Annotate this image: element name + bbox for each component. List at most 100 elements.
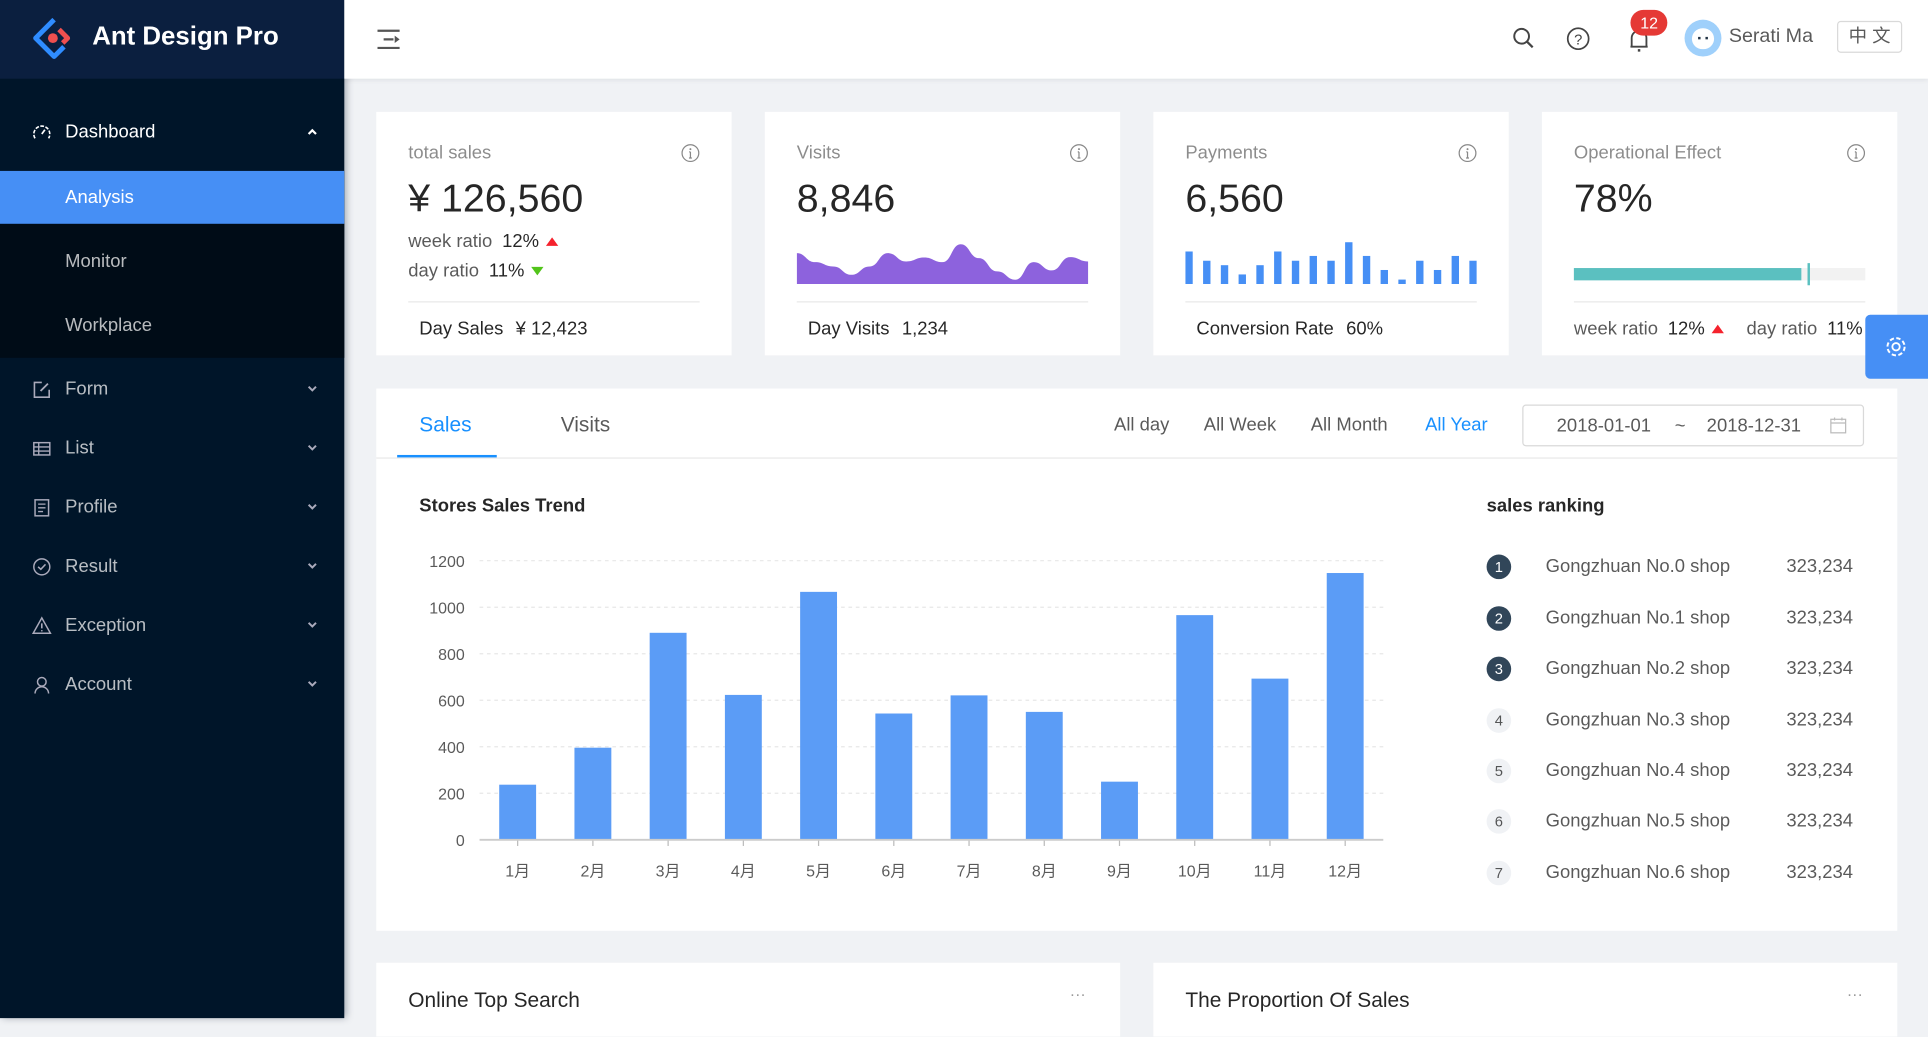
sidebar-item-dashboard[interactable]: Dashboard bbox=[0, 108, 344, 157]
settings-drawer-button[interactable] bbox=[1865, 314, 1928, 379]
rank-badge: 7 bbox=[1486, 860, 1512, 886]
bar[interactable] bbox=[950, 695, 988, 840]
footer-value: 60% bbox=[1346, 318, 1384, 340]
info-icon[interactable] bbox=[1847, 144, 1866, 163]
sidebar-item-monitor[interactable]: Monitor bbox=[0, 237, 344, 286]
bar[interactable] bbox=[724, 694, 762, 840]
bar[interactable] bbox=[574, 747, 612, 840]
sales-card: Sales Visits All day All Week All Month … bbox=[376, 388, 1898, 931]
sidebar-item-label: Form bbox=[65, 378, 109, 400]
filter-all-year[interactable]: All Year bbox=[1425, 414, 1488, 436]
warning-icon bbox=[31, 616, 52, 634]
user-name[interactable]: Serati Ma bbox=[1728, 25, 1814, 47]
stat-card-visits: Visits 8,846 Day Visits 1,234 bbox=[764, 111, 1121, 356]
ranking-title: sales ranking bbox=[1486, 495, 1605, 517]
bar[interactable] bbox=[875, 713, 913, 840]
bar[interactable] bbox=[649, 632, 687, 840]
sidebar-item-label: Monitor bbox=[65, 250, 127, 272]
mini-bar bbox=[1291, 260, 1300, 285]
info-icon[interactable] bbox=[1458, 144, 1477, 163]
day-ratio-label: day ratio bbox=[1746, 318, 1818, 340]
check-circle-icon bbox=[33, 558, 51, 576]
ant-design-logo-icon bbox=[33, 17, 71, 60]
chevron-down-icon bbox=[307, 445, 317, 451]
logo[interactable]: Ant Design Pro bbox=[0, 0, 345, 79]
shop-name: Gongzhuan No.2 shop bbox=[1545, 657, 1731, 679]
y-tick-label: 600 bbox=[438, 693, 465, 710]
sidebar-item-exception[interactable]: Exception bbox=[0, 601, 344, 650]
day-ratio-label: day ratio bbox=[408, 260, 479, 282]
chevron-down-icon bbox=[307, 386, 317, 392]
filter-all-day[interactable]: All day bbox=[1114, 414, 1170, 436]
visits-area bbox=[796, 244, 1089, 285]
avatar[interactable] bbox=[1684, 19, 1722, 57]
divider bbox=[1185, 301, 1477, 303]
day-ratio-value: 11% bbox=[488, 260, 525, 282]
mini-bar bbox=[1416, 260, 1424, 285]
bar[interactable] bbox=[1101, 781, 1138, 840]
card-title: total sales bbox=[408, 142, 492, 164]
rank-badge: 2 bbox=[1486, 606, 1512, 631]
ranking-item: 3 Gongzhuan No.2 shop 323,234 bbox=[1486, 656, 1856, 684]
date-range-picker[interactable]: 2018-01-01 ~ 2018-12-31 bbox=[1522, 404, 1865, 447]
tab-bar-divider bbox=[376, 457, 1898, 459]
card-title: Operational Effect bbox=[1573, 142, 1722, 164]
sales-bar-chart: 0 200 400 600 800 1000 1200 1月 2月 3月 4月 5月 6月 7月 8月 9月 1… bbox=[429, 554, 1384, 881]
bar[interactable] bbox=[1025, 711, 1063, 840]
footer-value: ¥ 12,423 bbox=[515, 318, 588, 340]
tab-sales[interactable]: Sales bbox=[419, 413, 472, 437]
card-footer: Conversion Rate 60% bbox=[1196, 318, 1383, 339]
ranking-item: 5 Gongzhuan No.4 shop 323,234 bbox=[1486, 758, 1856, 786]
help-icon[interactable]: ? bbox=[1566, 27, 1590, 51]
sidebar-item-analysis[interactable]: Analysis bbox=[0, 170, 345, 224]
shop-name: Gongzhuan No.0 shop bbox=[1545, 555, 1731, 577]
x-tick-label: 8月 bbox=[1032, 864, 1057, 881]
sidebar-item-form[interactable]: Form bbox=[0, 365, 344, 414]
menu-fold-icon[interactable] bbox=[376, 28, 401, 50]
bar[interactable] bbox=[1326, 573, 1364, 840]
form-icon bbox=[33, 381, 50, 398]
info-icon[interactable] bbox=[681, 144, 700, 163]
date-end[interactable]: 2018-12-31 bbox=[1706, 415, 1802, 437]
info-icon[interactable] bbox=[1069, 144, 1088, 163]
bar[interactable] bbox=[800, 591, 838, 840]
sidebar-item-account[interactable]: Account bbox=[0, 660, 344, 709]
date-start[interactable]: 2018-01-01 bbox=[1556, 415, 1652, 437]
sidebar-item-list[interactable]: List bbox=[0, 424, 344, 473]
sales-proportion-card: The Proportion Of Sales ··· bbox=[1153, 962, 1898, 1037]
footer-label: Day Sales bbox=[419, 318, 504, 340]
more-icon[interactable]: ··· bbox=[1846, 984, 1863, 1004]
notification-bell[interactable]: 12 bbox=[1623, 9, 1668, 57]
ranking-item: 2 Gongzhuan No.1 shop 323,234 bbox=[1486, 606, 1856, 633]
bar[interactable] bbox=[1251, 678, 1289, 840]
card-title: Payments bbox=[1185, 142, 1268, 164]
payments-bar-chart bbox=[1185, 242, 1477, 285]
x-tick-label: 4月 bbox=[731, 864, 756, 881]
divider bbox=[796, 301, 1089, 303]
language-switch[interactable]: 中 文 bbox=[1837, 20, 1903, 53]
chevron-down-icon bbox=[307, 622, 317, 628]
filter-all-week[interactable]: All Week bbox=[1203, 414, 1277, 436]
more-icon[interactable]: ··· bbox=[1069, 984, 1086, 1004]
search-icon[interactable] bbox=[1512, 27, 1534, 49]
divider bbox=[1573, 301, 1866, 303]
chevron-down-icon bbox=[307, 504, 317, 510]
sidebar-item-label: Analysis bbox=[65, 186, 134, 208]
rank-badge: 3 bbox=[1486, 656, 1512, 682]
x-tick-label: 11月 bbox=[1254, 864, 1287, 881]
rank-badge: 4 bbox=[1486, 708, 1512, 733]
mini-bar bbox=[1309, 255, 1317, 285]
shop-sales-value: 323,234 bbox=[1786, 607, 1854, 629]
shop-name: Gongzhuan No.6 shop bbox=[1545, 861, 1731, 883]
sidebar-item-workplace[interactable]: Workplace bbox=[0, 301, 344, 350]
bar[interactable] bbox=[1176, 615, 1214, 840]
sidebar-item-result[interactable]: Result bbox=[0, 542, 344, 591]
tab-visits[interactable]: Visits bbox=[560, 413, 611, 437]
x-tick-label: 7月 bbox=[957, 864, 982, 881]
progress-target-marker bbox=[1807, 263, 1810, 286]
sidebar-item-profile[interactable]: Profile bbox=[0, 483, 344, 532]
bar[interactable] bbox=[499, 784, 537, 840]
shop-sales-value: 323,234 bbox=[1786, 555, 1854, 577]
mini-bar bbox=[1203, 260, 1211, 285]
filter-all-month[interactable]: All Month bbox=[1310, 414, 1388, 436]
